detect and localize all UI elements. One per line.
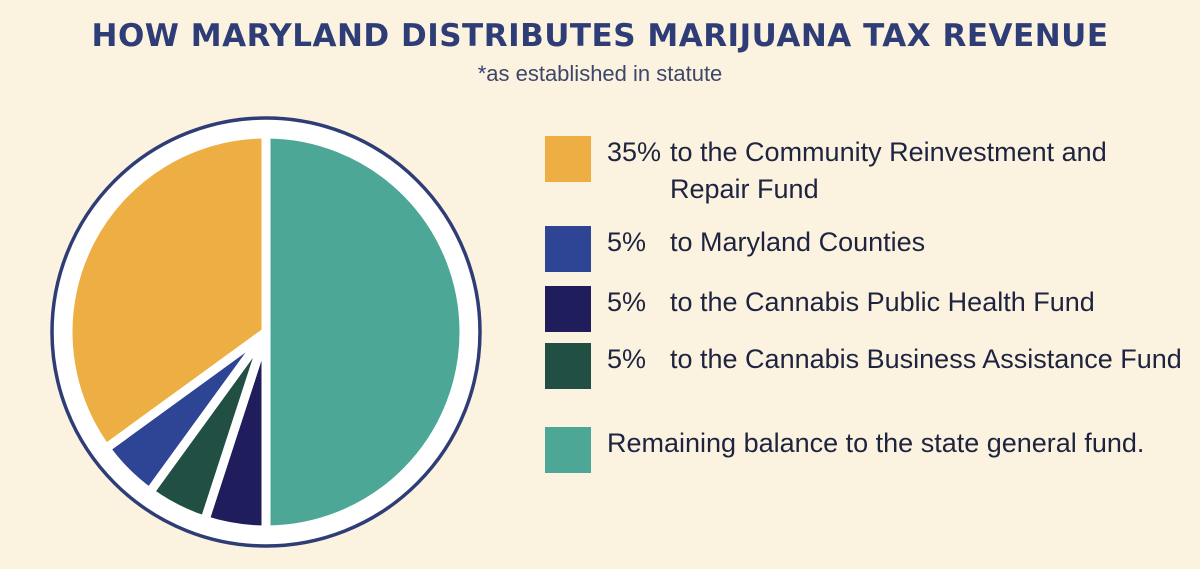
legend-swatch-maryland-counties — [545, 226, 591, 272]
legend-label-public-health: to the Cannabis Public Health Fund — [670, 287, 1095, 317]
subtitle-asterisk: * — [477, 61, 487, 86]
pie-slices — [63, 129, 469, 535]
legend-swatch-community-reinvestment — [545, 136, 591, 182]
legend-pct-community-reinvestment: 35% — [607, 137, 662, 167]
legend-pct-public-health: 5% — [607, 287, 647, 317]
legend-label-business-assistance: to the Cannabis Business Assistance Fund — [670, 344, 1182, 374]
legend-label-community-reinvestment: to the Community Reinvestment and Repair… — [670, 137, 1107, 204]
legend-swatch-public-health — [545, 286, 591, 332]
legend-swatch-general-fund — [545, 427, 591, 473]
legend-pct-maryland-counties: 5% — [607, 227, 647, 257]
legend-label-general-fund: Remaining balance to the state general f… — [607, 428, 1145, 458]
pie-slice-community-reinvestment — [63, 129, 271, 453]
chart-subtitle: *as established in statute — [0, 61, 1200, 87]
chart-title: HOW MARYLAND DISTRIBUTES MARIJUANA TAX R… — [91, 18, 1109, 54]
legend-swatch-business-assistance — [545, 343, 591, 389]
pie-slice-general-fund — [261, 129, 469, 535]
legend-label-maryland-counties: to Maryland Counties — [670, 227, 926, 257]
pie-chart — [50, 116, 482, 548]
subtitle-text: as established in statute — [486, 61, 723, 86]
legend-pct-business-assistance: 5% — [607, 344, 647, 374]
